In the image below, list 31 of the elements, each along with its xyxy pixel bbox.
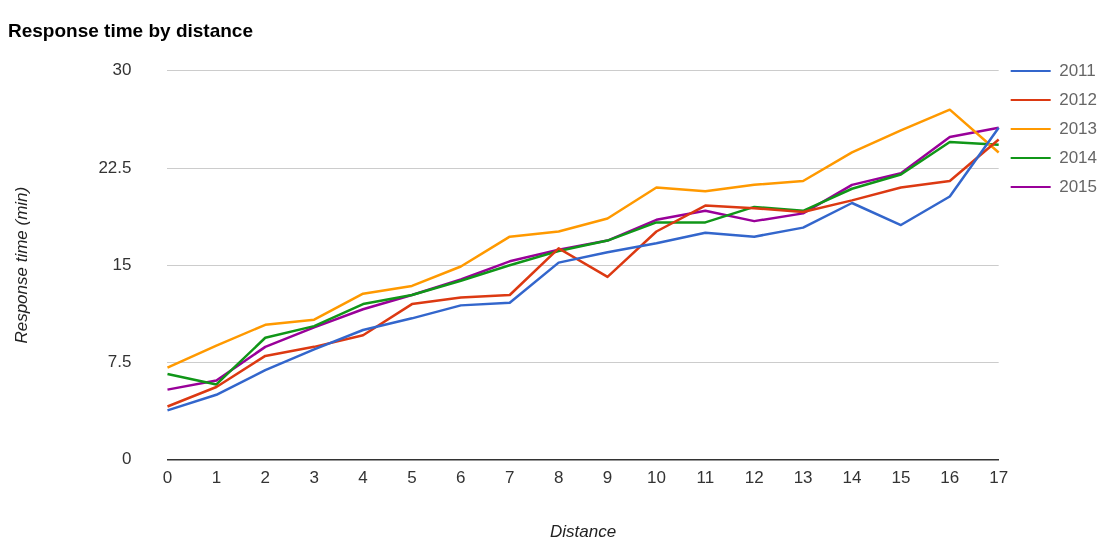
x-tick-label: 3: [309, 467, 319, 487]
x-axis-title: Distance: [550, 521, 617, 541]
x-tick-label: 15: [891, 467, 911, 487]
x-tick-label: 13: [793, 467, 813, 487]
x-tick-label: 9: [602, 467, 613, 487]
x-tick-label: 4: [358, 467, 368, 487]
y-axis-title: Response time (min): [11, 186, 31, 344]
x-tick-label: 16: [940, 467, 960, 487]
x-tick-label: 0: [162, 467, 173, 487]
y-tick-label: 7.5: [107, 352, 132, 372]
x-tick-label: 1: [211, 467, 222, 487]
x-tick-label: 12: [744, 467, 764, 487]
chart-title: Response time by distance: [8, 19, 253, 41]
x-tick-label: 10: [646, 467, 666, 487]
y-tick-label: 0: [122, 449, 132, 469]
x-tick-label: 5: [407, 467, 417, 487]
x-tick-label: 11: [696, 467, 715, 487]
x-tick-label: 17: [989, 467, 1009, 487]
y-tick-label: 22.5: [98, 157, 132, 177]
y-tick-label: 15: [112, 254, 132, 274]
x-tick-label: 6: [456, 467, 466, 487]
y-tick-label: 30: [112, 60, 132, 80]
x-tick-label: 14: [842, 467, 862, 487]
legend-label: 2013: [1059, 118, 1098, 138]
legend-label: 2012: [1059, 89, 1098, 109]
legend-label: 2011: [1059, 60, 1096, 80]
legend-label: 2015: [1059, 176, 1098, 196]
x-tick-label: 8: [553, 467, 564, 487]
legend-label: 2014: [1059, 147, 1098, 167]
x-tick-label: 2: [260, 467, 271, 487]
x-tick-label: 7: [505, 467, 515, 487]
